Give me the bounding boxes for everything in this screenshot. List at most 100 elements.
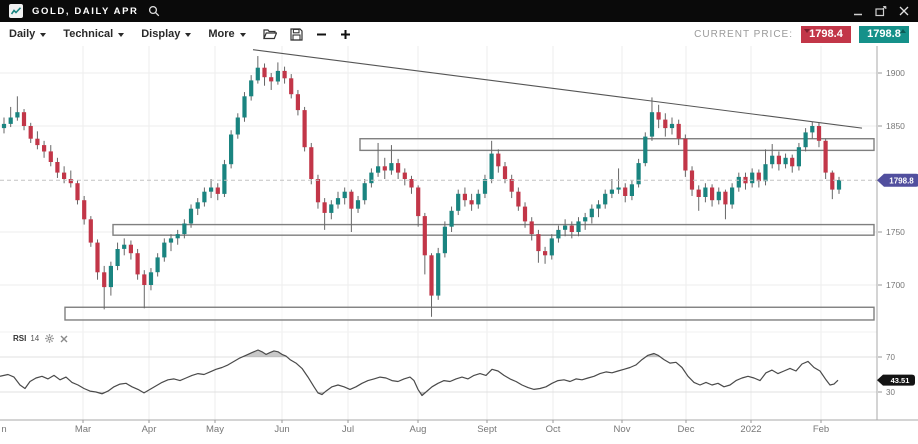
candle-body: [689, 170, 695, 190]
candle-body: [42, 145, 47, 152]
menu-display-label: Display: [141, 28, 181, 40]
current-price-label: CURRENT PRICE:: [694, 28, 793, 40]
save-icon[interactable]: [290, 27, 303, 41]
price-tick-label: 1750: [886, 227, 905, 237]
candle-body: [235, 117, 240, 135]
candle-body: [476, 193, 481, 205]
candle-body: [182, 223, 187, 235]
candle-body: [35, 138, 40, 146]
candle-body: [563, 225, 568, 230]
candle-body: [135, 253, 140, 275]
menu-more[interactable]: More: [208, 28, 246, 40]
candle-body: [730, 187, 735, 205]
candle-body: [710, 187, 715, 201]
trendline[interactable]: [252, 49, 863, 129]
candle-body: [549, 238, 554, 256]
candle-body: [142, 274, 147, 285]
candle-body: [436, 253, 441, 296]
open-folder-icon[interactable]: [262, 28, 277, 40]
candle-body: [249, 80, 254, 97]
candle-body: [462, 193, 467, 201]
candle-body: [262, 67, 267, 78]
candle-body: [750, 172, 755, 184]
candle-body: [596, 204, 601, 209]
tick-down-icon: [804, 28, 810, 33]
chevron-down-icon: [239, 32, 246, 37]
candle-body: [496, 153, 501, 167]
rsi-label: RSI: [13, 334, 27, 343]
zoom-out-icon[interactable]: [316, 29, 327, 40]
popout-window-icon[interactable]: [875, 5, 887, 17]
title-bar: GOLD, DAILY APR: [0, 0, 918, 22]
candle-body: [209, 187, 214, 192]
zoom-in-icon[interactable]: [340, 29, 351, 40]
candle-body: [15, 112, 20, 118]
month-tick-label: May: [206, 424, 224, 435]
zone-rectangle[interactable]: [64, 306, 875, 321]
candle-body: [696, 189, 701, 197]
candle-body: [810, 126, 815, 133]
candle-body: [389, 163, 394, 171]
menu-technical[interactable]: Technical: [63, 28, 125, 40]
month-tick-label: Mar: [75, 424, 91, 435]
candle-body: [302, 110, 307, 148]
candle-body: [583, 217, 588, 222]
ask-price-badge[interactable]: 1798.8: [859, 25, 909, 43]
rsi-level-label: 30: [886, 388, 895, 397]
menu-more-label: More: [208, 28, 235, 40]
rsi-close-icon[interactable]: [60, 335, 68, 343]
close-icon[interactable]: [899, 6, 909, 16]
candle-body: [269, 77, 274, 82]
candle-body: [763, 164, 768, 182]
candle-body: [168, 238, 174, 243]
candle-body: [369, 172, 374, 184]
candle-body: [75, 183, 80, 201]
candle-body: [175, 234, 180, 239]
candle-body: [796, 147, 801, 167]
candle-body: [522, 206, 528, 222]
candle-body: [322, 202, 327, 213]
ask-price-value: 1798.8: [867, 28, 901, 40]
candle-body: [1, 123, 7, 129]
zone-rectangle[interactable]: [112, 223, 875, 236]
candle-body: [382, 166, 387, 171]
candle-body: [656, 112, 661, 120]
candle-body: [609, 189, 614, 194]
candle-body: [376, 166, 381, 173]
chart-symbol-title: GOLD, DAILY APR: [32, 5, 139, 17]
chart-area[interactable]: 1900 1850 1750 1700 n Mar Apr May Jun Jul Aug Sept O…: [0, 46, 918, 439]
candle-body: [589, 208, 594, 218]
candle-body: [509, 179, 514, 192]
bid-price-badge[interactable]: 1798.4: [801, 25, 851, 43]
menu-display[interactable]: Display: [141, 28, 192, 40]
month-tick-label: 2022: [740, 424, 761, 435]
candle-body: [569, 225, 574, 232]
candle-body: [790, 157, 795, 167]
candle-body: [275, 70, 280, 82]
candle-body: [222, 164, 227, 194]
price-tick-label: 1900: [886, 68, 905, 78]
svg-text:43.51: 43.51: [891, 376, 910, 385]
current-price-panel: CURRENT PRICE: 1798.4 1798.8: [694, 25, 909, 43]
price-chart-canvas[interactable]: 1900 1850 1750 1700 n Mar Apr May Jun Jul Aug Sept O…: [0, 46, 918, 439]
candle-body: [342, 191, 347, 199]
minimize-icon[interactable]: [853, 6, 863, 16]
menu-daily[interactable]: Daily: [9, 28, 47, 40]
candle-body: [335, 198, 341, 205]
rsi-level-label: 70: [886, 353, 895, 362]
month-tick-label: n: [1, 424, 6, 435]
candle-body: [489, 153, 494, 179]
candle-body: [723, 191, 728, 205]
candle-body: [309, 147, 314, 179]
zone-rectangle[interactable]: [359, 138, 875, 152]
app-logo-chart-icon: [9, 4, 23, 18]
candle-body: [643, 136, 648, 164]
bid-price-value: 1798.4: [809, 28, 843, 40]
rsi-settings-gear-icon[interactable]: [45, 334, 55, 343]
candle-body: [536, 234, 541, 252]
search-icon[interactable]: [148, 5, 160, 17]
candle-body: [362, 183, 367, 201]
candle-body: [396, 163, 401, 173]
menu-technical-label: Technical: [63, 28, 114, 40]
